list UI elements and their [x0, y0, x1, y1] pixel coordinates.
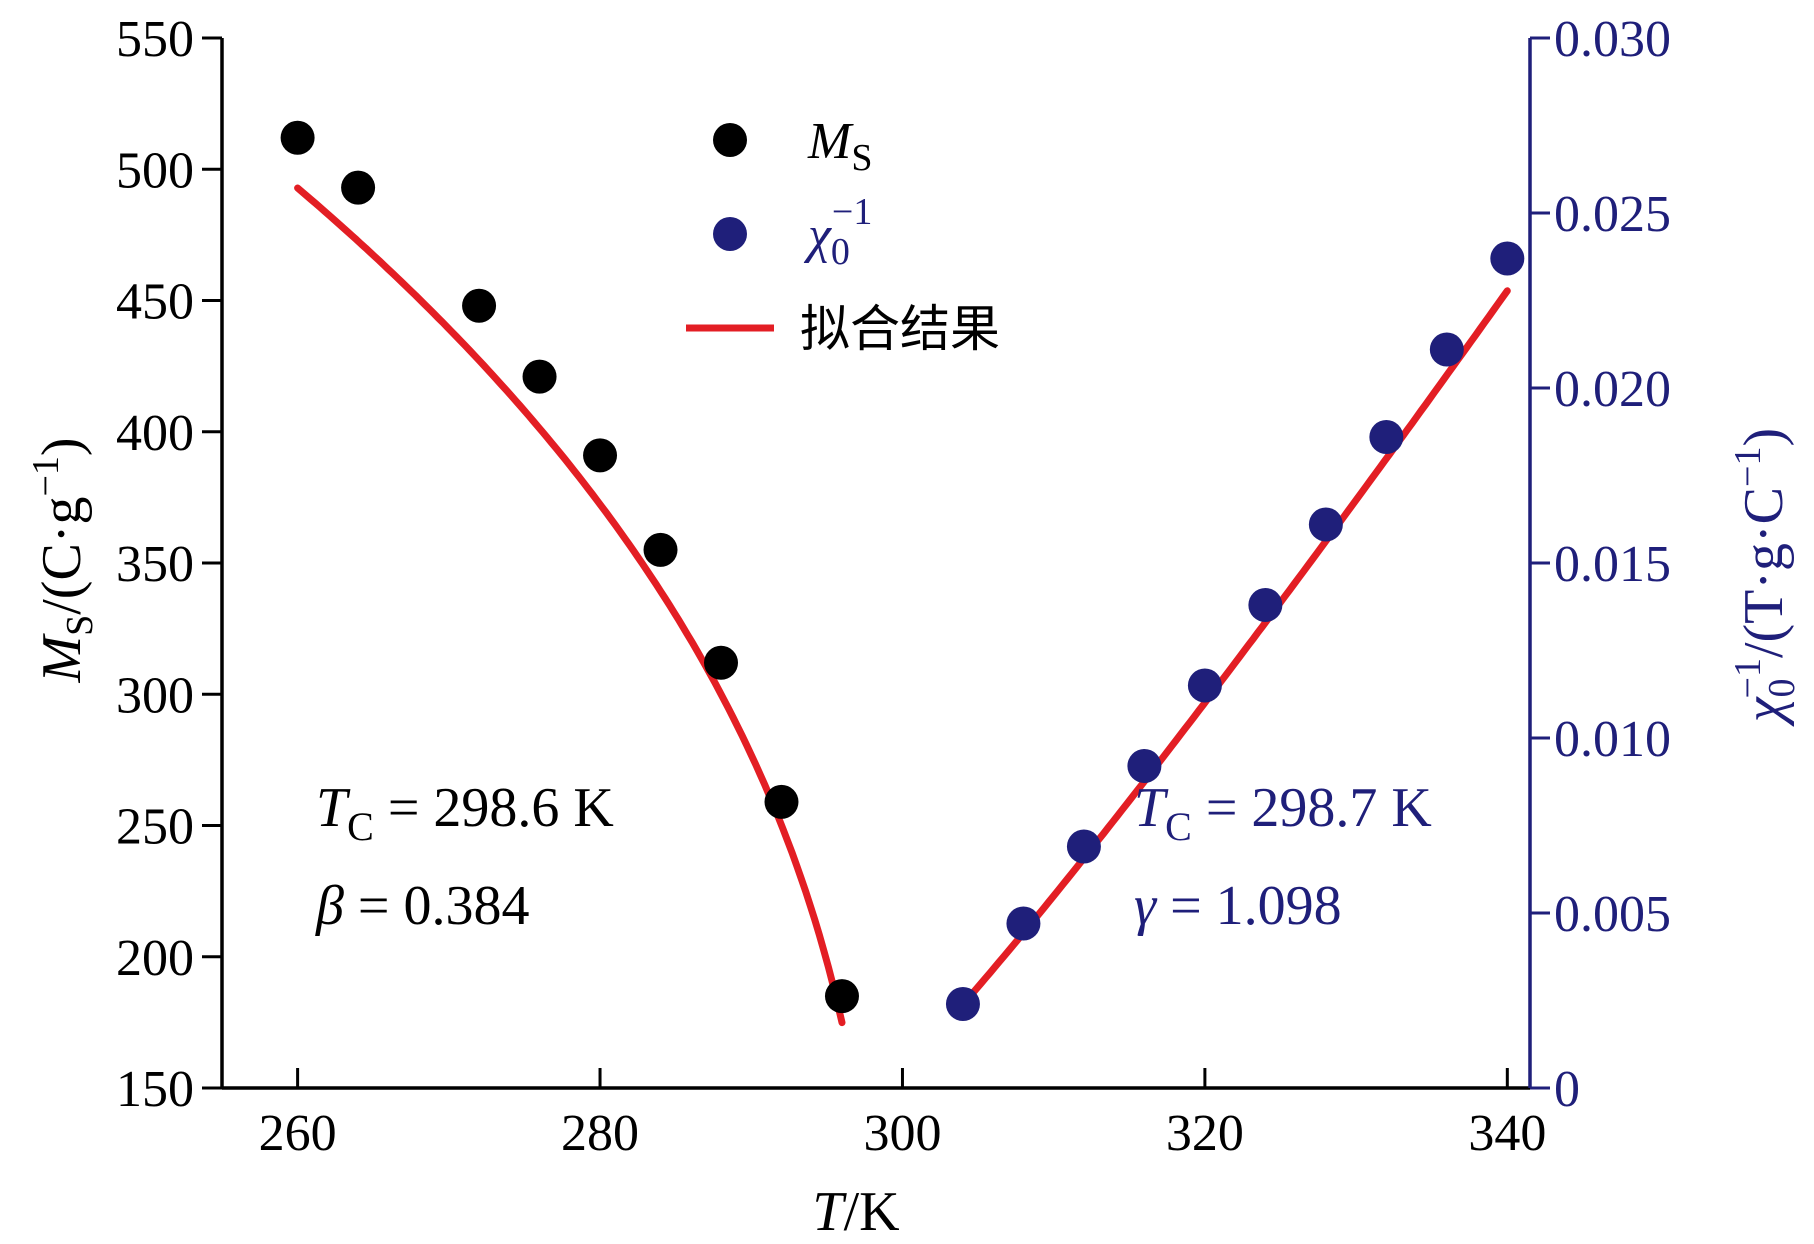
y-left-tick-label: 450 — [116, 274, 194, 331]
annotations: TC = 298.6 K β = 0.384 TC = 298.7 K γ = 1.0… — [315, 777, 1432, 937]
legend-label: 拟合结果 — [800, 300, 1000, 358]
y-right-tick-label: 0.030 — [1554, 11, 1671, 68]
y-right-tick-label: 0.020 — [1554, 361, 1671, 418]
y-right-tick-label: 0.025 — [1554, 186, 1671, 243]
legend-marker — [713, 123, 747, 157]
chi-point — [945, 987, 980, 1021]
y-left-tick-label: 350 — [116, 536, 194, 593]
chi-point — [1369, 420, 1404, 454]
ms-point — [280, 120, 315, 155]
ms-point — [583, 438, 618, 473]
legend: MS χ0−1 拟合结果 — [686, 113, 1000, 358]
y-right-tick-label: 0.005 — [1554, 886, 1671, 943]
y-left-tick-label: 400 — [116, 405, 194, 462]
y-left-tick-label: 150 — [116, 1061, 194, 1118]
y-right-tick-label: 0.010 — [1554, 711, 1671, 768]
chi-point — [1127, 749, 1162, 783]
chi-point — [1187, 668, 1222, 703]
annotation-left-line: β = 0.384 — [315, 875, 529, 937]
ms-point — [824, 979, 859, 1014]
y-right-tick-label: 0.015 — [1554, 536, 1671, 593]
legend-label: MS — [807, 113, 872, 179]
fit-line-ms — [294, 184, 846, 1027]
ms-point — [704, 645, 739, 680]
annotation-right-line: TC = 298.7 K — [1134, 777, 1432, 849]
ms-point — [341, 170, 376, 205]
chi-point — [1006, 906, 1041, 941]
x-tick-label: 300 — [863, 1105, 941, 1162]
x-tick-label: 320 — [1166, 1105, 1244, 1162]
chi-point — [1248, 588, 1283, 622]
y-left-tick-label: 500 — [116, 142, 194, 199]
x-tick-label: 280 — [561, 1105, 639, 1162]
chi-point — [1308, 507, 1343, 542]
axes: 260 280 300 320 340 150 200 250 300 350 400 450 500 5… — [25, 11, 1803, 1243]
y-left-tick-label: 200 — [116, 930, 194, 987]
annotation-left-line: TC = 298.6 K — [316, 777, 614, 849]
x-tick-label: 340 — [1468, 1105, 1546, 1162]
chi-point — [1066, 829, 1101, 864]
ms-point — [462, 288, 497, 323]
fit-lines — [294, 184, 1511, 1027]
fit-line-chi — [959, 287, 1511, 1008]
y-right-tick-label: 0 — [1554, 1061, 1580, 1118]
y-left-tick-label: 250 — [116, 799, 194, 856]
chi-point — [1490, 241, 1525, 276]
y-left-tick-label: 300 — [116, 667, 194, 724]
legend-label: χ0−1 — [803, 191, 872, 273]
ms-point — [643, 532, 678, 567]
y-left-axis-title: MS/(C·g−1) — [25, 437, 101, 683]
data-points — [280, 120, 1525, 1021]
legend-marker — [713, 217, 747, 251]
x-tick-label: 260 — [259, 1105, 337, 1162]
y-right-axis-title: χ0−1/(T·g·C−1) — [1727, 428, 1803, 727]
ms-point — [522, 359, 557, 394]
chi-point — [1429, 332, 1464, 367]
y-left-tick-label: 550 — [116, 11, 194, 68]
annotation-right-line: γ = 1.098 — [1134, 875, 1342, 937]
ms-point — [764, 784, 799, 819]
x-axis-title: T/K — [812, 1181, 899, 1243]
